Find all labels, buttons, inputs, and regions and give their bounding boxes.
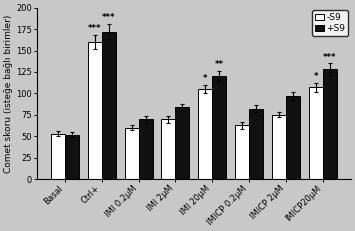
- Bar: [102, 32, 116, 179]
- Y-axis label: Comet skoru (isteğe bağlı birimler): Comet skoru (isteğe bağlı birimler): [4, 14, 13, 173]
- Bar: [198, 89, 212, 179]
- Bar: [65, 134, 79, 179]
- Bar: [235, 125, 249, 179]
- Bar: [162, 119, 175, 179]
- Text: **: **: [215, 60, 224, 69]
- Text: ***: ***: [323, 53, 336, 62]
- Text: *: *: [313, 72, 318, 81]
- Bar: [308, 87, 323, 179]
- Legend: -S9, +S9: -S9, +S9: [312, 10, 348, 36]
- Text: ***: ***: [88, 24, 102, 33]
- Bar: [249, 109, 263, 179]
- Bar: [272, 115, 286, 179]
- Bar: [125, 128, 138, 179]
- Bar: [88, 42, 102, 179]
- Bar: [212, 76, 226, 179]
- Bar: [286, 96, 300, 179]
- Text: *: *: [203, 74, 207, 83]
- Text: ***: ***: [102, 13, 115, 22]
- Bar: [138, 119, 153, 179]
- Bar: [51, 134, 65, 179]
- Bar: [175, 107, 189, 179]
- Bar: [323, 69, 337, 179]
